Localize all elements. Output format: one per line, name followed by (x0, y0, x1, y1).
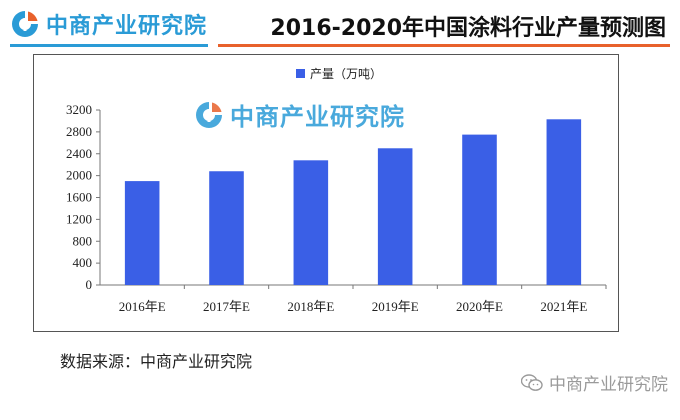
bar-chart: 0 400 800 1200 1600 2000 2400 2800 3200 2016年E 201… (66, 67, 607, 314)
x-tick-label: 2019年E (372, 299, 419, 314)
brand-name: 中商产业研究院 (46, 14, 208, 39)
watermark-text: 中商产业研究院 (230, 103, 405, 131)
legend-swatch (296, 69, 305, 78)
y-tick-label: 2000 (66, 168, 92, 183)
x-tick-label: 2021年E (540, 299, 587, 314)
bar (546, 119, 582, 285)
x-tick-label: 2018年E (287, 299, 334, 314)
legend-label: 产量（万吨） (310, 67, 382, 81)
title-underline-blue (10, 44, 208, 47)
brand-logo-icon (12, 11, 38, 37)
wechat-watermark-text: 中商产业研究院 (549, 375, 668, 395)
bar (293, 160, 329, 285)
y-tick-label: 1600 (66, 190, 92, 205)
chart-frame: 0 400 800 1200 1600 2000 2400 2800 3200 2016年E 201… (33, 54, 619, 332)
data-source: 数据来源：中商产业研究院 (60, 352, 253, 371)
chart-watermark: 中商产业研究院 (194, 97, 405, 132)
x-tick-label: 2020年E (456, 299, 503, 314)
y-tick-label: 2800 (66, 124, 92, 139)
y-tick-label: 400 (73, 255, 93, 270)
bar (377, 148, 413, 285)
brand-logo: 中商产业研究院 (10, 8, 207, 40)
page-title: 2016-2020年中国涂料行业产量预测图 (270, 16, 666, 41)
y-tick-label: 1200 (66, 211, 92, 226)
wechat-icon (521, 373, 543, 391)
bar (462, 134, 497, 285)
header: 中商产业研究院 2016-2020年中国涂料行业产量预测图 (0, 0, 680, 52)
x-tick-label: 2016年E (119, 299, 166, 314)
bar (209, 171, 244, 285)
y-tick-label: 3200 (66, 102, 92, 117)
bar (124, 181, 160, 285)
watermark-logo-icon (196, 101, 222, 128)
y-tick-label: 0 (86, 277, 93, 292)
y-tick-label: 800 (73, 233, 93, 248)
x-tick-label: 2017年E (203, 299, 250, 314)
wechat-watermark: 中商产业研究院 (521, 370, 668, 395)
title-underline-orange (218, 44, 670, 47)
y-tick-label: 2400 (66, 146, 92, 161)
